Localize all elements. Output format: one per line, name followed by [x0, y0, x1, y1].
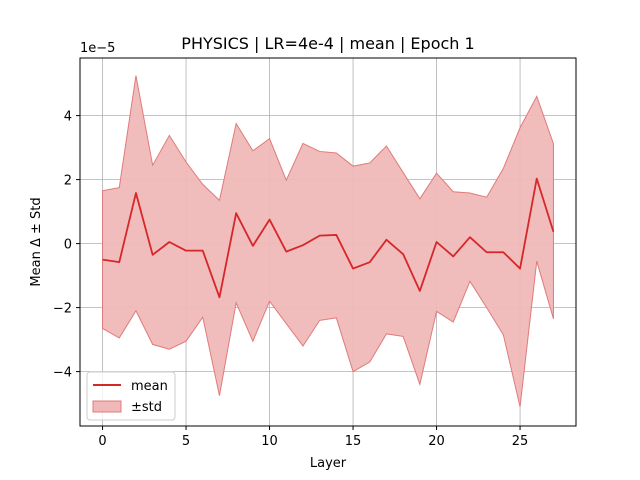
x-tick-label: 25: [512, 434, 529, 449]
y-tick-label: 4: [64, 110, 72, 125]
legend: mean ±std: [86, 371, 176, 421]
y-tick-label: −4: [53, 366, 72, 381]
y-tick-label: −2: [53, 302, 72, 317]
x-tick-label: 5: [182, 434, 190, 449]
x-axis-label: Layer: [310, 456, 347, 471]
x-tick-label: 10: [261, 434, 278, 449]
chart-title: PHYSICS | LR=4e-4 | mean | Epoch 1: [181, 34, 474, 53]
y-axis-label: Mean Δ ± Std: [29, 197, 44, 286]
std-band: [102, 75, 554, 407]
mean-line: [102, 177, 555, 299]
plot-frame: [79, 57, 577, 427]
y-tick-label: 0: [64, 238, 72, 253]
legend-mean-label: mean: [131, 379, 168, 394]
x-tick-label: 20: [428, 434, 445, 449]
legend-std-label: ±std: [131, 400, 162, 415]
mean-line-layer: [102, 177, 555, 299]
x-axis-ticks: 0 5 10 15 20 25: [98, 426, 528, 449]
legend-std-swatch: [92, 400, 122, 413]
x-tick-label: 0: [98, 434, 106, 449]
y-multiplier-label: 1e−5: [80, 41, 115, 56]
y-tick-label: 2: [64, 174, 72, 189]
x-tick-label: 15: [345, 434, 362, 449]
std-band-layer: [102, 75, 554, 407]
y-axis-ticks: −4 −2 0 2 4: [53, 110, 80, 381]
